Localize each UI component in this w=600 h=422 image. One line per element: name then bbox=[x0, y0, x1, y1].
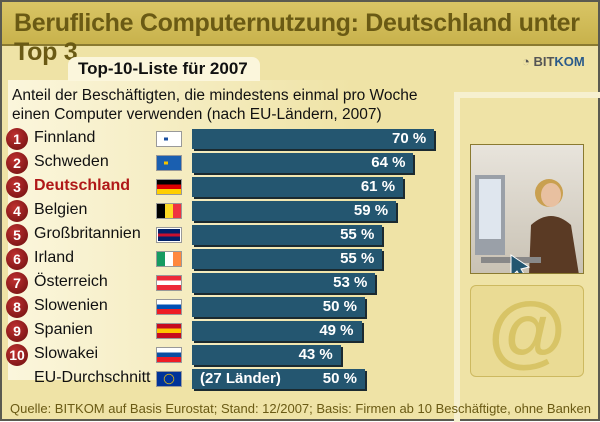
value-label: 53 % bbox=[333, 274, 368, 291]
chart-subtitle: Anteil der Beschäftigten, die mindestens… bbox=[12, 86, 418, 124]
rank-badge: 5 bbox=[6, 224, 28, 246]
bar: 43 % bbox=[192, 345, 341, 365]
flag-icon bbox=[156, 227, 182, 243]
logo-text-bold: KOM bbox=[554, 54, 585, 69]
value-label: 43 % bbox=[298, 346, 333, 363]
source-note: Quelle: BITKOM auf Basis Eurostat; Stand… bbox=[10, 401, 591, 416]
country-label: Finnland bbox=[34, 129, 96, 146]
country-label: Deutschland bbox=[34, 177, 131, 194]
rank-badge: 10 bbox=[6, 344, 28, 366]
logo-text: BIT bbox=[533, 54, 555, 69]
country-label: Großbritannien bbox=[34, 225, 141, 242]
value-label: 49 % bbox=[319, 322, 354, 339]
bar: 61 % bbox=[192, 177, 404, 197]
rank-badge: 8 bbox=[6, 296, 28, 318]
bar-row: 9 Spanien 49 % bbox=[6, 320, 446, 342]
flag-icon bbox=[156, 131, 182, 147]
rank-badge: 2 bbox=[6, 152, 28, 174]
value-label: 50 % bbox=[322, 370, 357, 387]
bitkom-logo: ◔ BITKOM bbox=[522, 54, 585, 69]
bar-row: 6 Irland 55 % bbox=[6, 248, 446, 270]
country-label: Schweden bbox=[34, 153, 109, 170]
flag-icon bbox=[156, 275, 182, 291]
bar-row: 8 Slowenien 50 % bbox=[6, 296, 446, 318]
country-label: Slowakei bbox=[34, 345, 99, 362]
flag-icon bbox=[156, 203, 182, 219]
value-label: 55 % bbox=[340, 250, 375, 267]
bar-note: (27 Länder) bbox=[200, 370, 281, 387]
subtitle-line: Anteil der Beschäftigten, die mindestens… bbox=[12, 87, 418, 104]
rank-badge: 7 bbox=[6, 272, 28, 294]
country-label: Irland bbox=[34, 249, 75, 266]
woman-at-computer-image bbox=[470, 144, 584, 274]
bar: 49 % bbox=[192, 321, 362, 341]
divider bbox=[454, 92, 460, 422]
country-label: EU-Durchschnitt bbox=[34, 369, 151, 386]
value-label: 50 % bbox=[322, 298, 357, 315]
country-label: Slowenien bbox=[34, 297, 108, 314]
bar: 70 % bbox=[192, 129, 435, 149]
value-label: 55 % bbox=[340, 226, 375, 243]
bar-row: 5 Großbritannien 55 % bbox=[6, 224, 446, 246]
divider bbox=[454, 92, 600, 98]
flag-icon bbox=[156, 371, 182, 387]
bar: 55 % bbox=[192, 249, 383, 269]
bar-row: 4 Belgien 59 % bbox=[6, 200, 446, 222]
bar: 64 % bbox=[192, 153, 414, 173]
bar-row: 3 Deutschland 61 % bbox=[6, 176, 446, 198]
header-band: Berufliche Computernutzung: Deutschland … bbox=[2, 2, 598, 66]
flag-icon bbox=[156, 347, 182, 363]
bar-row: 10 Slowakei 43 % bbox=[6, 344, 446, 366]
flag-icon bbox=[156, 251, 182, 267]
list-tab: Top-10-Liste für 2007 bbox=[68, 57, 260, 81]
rank-badge: 3 bbox=[6, 176, 28, 198]
rank-badge: 6 bbox=[6, 248, 28, 270]
value-label: 59 % bbox=[353, 202, 389, 219]
rank-badge: 4 bbox=[6, 200, 28, 222]
country-label: Belgien bbox=[34, 201, 88, 218]
bar: 50 % bbox=[192, 297, 365, 317]
bar-row: 7 Österreich 53 % bbox=[6, 272, 446, 294]
rank-badge: 1 bbox=[6, 128, 28, 150]
bar: (27 Länder) 50 % bbox=[192, 369, 365, 389]
value-label: 70 % bbox=[391, 130, 427, 147]
bar: 55 % bbox=[192, 225, 383, 245]
value-label: 64 % bbox=[371, 154, 406, 171]
bar-row: 2 Schweden 64 % bbox=[6, 152, 446, 174]
bar-row: 1 Finnland 70 % bbox=[6, 128, 446, 150]
bar: 53 % bbox=[192, 273, 376, 293]
page-title: Berufliche Computernutzung: Deutschland … bbox=[14, 9, 580, 66]
value-label: 61 % bbox=[360, 178, 396, 195]
subtitle-line: einen Computer verwenden (nach EU-Länder… bbox=[12, 106, 382, 123]
country-label: Spanien bbox=[34, 321, 93, 338]
flag-icon bbox=[156, 179, 182, 195]
at-sign-icon: @ bbox=[470, 285, 584, 377]
bar-row: EU-Durchschnitt (27 Länder) 50 % bbox=[6, 368, 446, 390]
bar: 59 % bbox=[192, 201, 397, 221]
country-label: Österreich bbox=[34, 273, 108, 290]
rank-badge: 9 bbox=[6, 320, 28, 342]
flag-icon bbox=[156, 299, 182, 315]
flag-icon bbox=[156, 155, 182, 171]
flag-icon bbox=[156, 323, 182, 339]
